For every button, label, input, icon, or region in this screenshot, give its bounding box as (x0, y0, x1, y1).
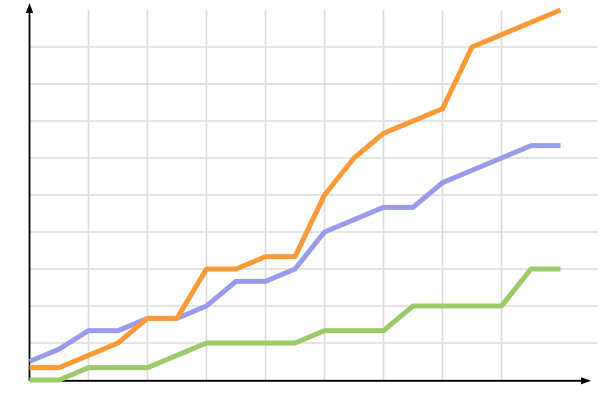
green-series-line (29, 266, 561, 383)
purple-series-line (28, 143, 561, 364)
orange-series-line (29, 7, 562, 371)
x-axis-arrow-icon (581, 377, 591, 385)
y-axis-arrow-icon (25, 3, 34, 13)
